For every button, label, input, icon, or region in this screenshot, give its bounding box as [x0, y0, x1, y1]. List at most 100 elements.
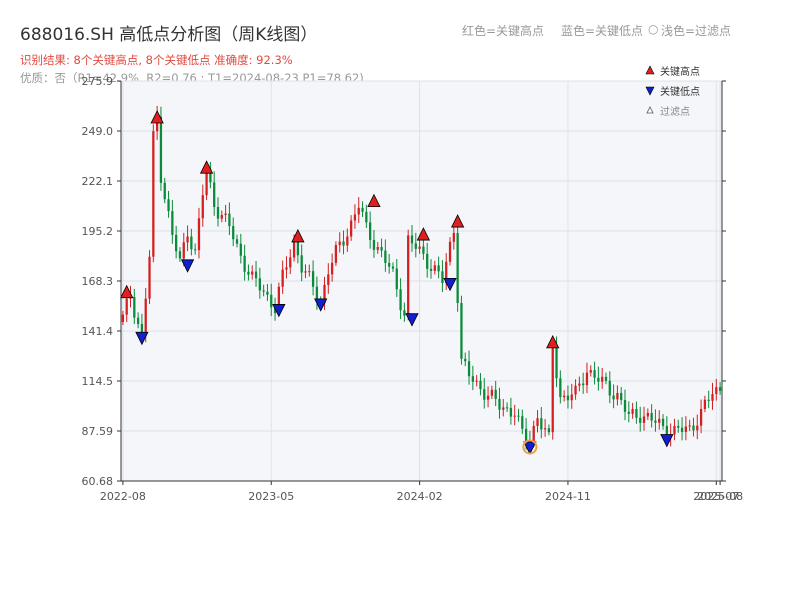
candle-body — [532, 425, 535, 444]
candle-body — [353, 214, 357, 221]
candle-body — [513, 415, 516, 417]
candle-body — [524, 428, 528, 442]
candle-body — [639, 417, 642, 423]
candle-body — [612, 395, 615, 400]
candle-body — [547, 428, 551, 433]
candle-body — [277, 286, 280, 314]
candle-body — [494, 389, 497, 399]
candle-body — [136, 317, 140, 324]
candle-body — [551, 347, 554, 433]
candle-body — [429, 268, 433, 271]
candle-body — [365, 211, 368, 223]
candle-body — [201, 195, 204, 219]
candle-body — [140, 323, 144, 334]
candle-body — [464, 358, 467, 362]
candle-body — [388, 262, 391, 267]
high-point-marker — [450, 214, 465, 228]
candle-body — [437, 265, 440, 272]
candle-body — [631, 408, 634, 414]
candle-body — [486, 395, 490, 400]
candle-body — [559, 378, 562, 398]
candle-body — [327, 274, 330, 285]
legend-filtered-label: 过滤点 — [660, 105, 690, 118]
candle-body — [555, 347, 558, 379]
candle-body — [635, 408, 638, 418]
high-point-marker — [120, 284, 134, 299]
candle-body — [509, 407, 513, 417]
candle-body — [342, 241, 345, 246]
candle-body — [262, 290, 265, 292]
candle-body — [498, 398, 501, 410]
candle-body — [346, 236, 349, 246]
candle-body — [589, 370, 592, 373]
candle-body — [376, 246, 379, 250]
candle-body — [144, 298, 147, 334]
candle-body — [357, 207, 360, 215]
candle-body — [536, 418, 539, 426]
candle-body — [456, 232, 459, 303]
result-summary: 识别结果: 8个关键高点, 8个关键低点 准确度: 92.3% — [20, 53, 293, 67]
candle-body — [220, 215, 223, 219]
candle-body — [338, 241, 341, 246]
candle-body — [273, 307, 277, 314]
legend-high-label: 关键高点 — [660, 65, 700, 78]
candle-body — [410, 235, 414, 244]
y-tick-label: 168.3 — [82, 275, 114, 288]
candle-body — [304, 271, 307, 273]
candle-body — [707, 399, 710, 401]
legend-text-gray: 浅色=过滤点 — [661, 24, 732, 38]
candle-body — [543, 428, 547, 430]
legend-low-label: 关键低点 — [660, 85, 700, 98]
candle-body — [216, 207, 220, 219]
candle-body — [300, 255, 303, 273]
candle-body — [521, 416, 524, 429]
low-point-marker — [180, 259, 195, 273]
candle-body — [167, 199, 170, 212]
candle-body — [251, 271, 254, 275]
x-tick-label: 2025-08 — [697, 490, 743, 503]
candle-body — [433, 265, 436, 271]
high-point-marker — [291, 229, 305, 243]
candle-body — [566, 395, 570, 401]
candle-body — [194, 249, 197, 251]
candle-body — [148, 256, 151, 299]
candle-body — [190, 236, 193, 250]
candle-body — [688, 425, 691, 427]
candle-body — [616, 392, 619, 400]
candle-body — [642, 416, 646, 423]
candle-body — [235, 239, 239, 244]
candle-body — [471, 376, 474, 382]
candle-body — [399, 289, 402, 311]
low-point-marker — [135, 331, 149, 346]
candle-body — [315, 286, 319, 302]
candle-body — [334, 245, 338, 263]
candle-body — [426, 253, 429, 269]
candle-body — [711, 393, 714, 401]
candle-body — [361, 207, 364, 212]
candle-body — [585, 372, 589, 386]
low-point-marker — [523, 441, 537, 455]
y-tick-label: 114.5 — [82, 375, 114, 388]
legend-text-blue: 蓝色=关键低点 — [561, 24, 644, 38]
candle-body — [155, 116, 159, 132]
candle-body — [384, 250, 387, 263]
candle-body — [703, 399, 707, 409]
high-point-marker — [546, 334, 560, 349]
candle-body — [570, 394, 573, 401]
candle-body — [650, 412, 653, 421]
candle-body — [684, 426, 688, 432]
candle-body — [699, 408, 703, 426]
candle-body — [159, 116, 163, 183]
candle-body — [658, 418, 661, 423]
candle-body — [665, 426, 668, 438]
highlight-ring — [522, 439, 538, 455]
candle-body — [448, 241, 452, 262]
candle-body — [597, 377, 600, 382]
x-tick-label: 2025-07 — [693, 490, 739, 503]
candle-body — [178, 251, 182, 259]
candle-body — [152, 131, 155, 257]
candle-body — [646, 412, 649, 417]
candle-body — [311, 271, 315, 287]
candle-body — [715, 387, 718, 394]
candle-body — [460, 302, 463, 359]
